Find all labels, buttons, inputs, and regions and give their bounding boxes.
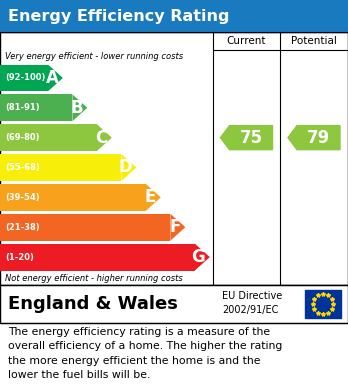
- Text: (81-91): (81-91): [5, 103, 40, 112]
- Bar: [305, 290, 341, 318]
- Bar: [0, 32, 348, 285]
- Text: (55-68): (55-68): [5, 163, 40, 172]
- Text: 75: 75: [239, 129, 262, 147]
- Text: EU Directive
2002/91/EC: EU Directive 2002/91/EC: [222, 291, 282, 315]
- Text: (21-38): (21-38): [5, 223, 40, 232]
- Bar: [0, 285, 348, 323]
- Bar: [0, 244, 195, 271]
- Text: The energy efficiency rating is a measure of the
overall efficiency of a home. T: The energy efficiency rating is a measur…: [8, 327, 282, 380]
- Text: D: D: [118, 158, 132, 176]
- Text: A: A: [46, 69, 58, 87]
- Text: G: G: [192, 248, 205, 266]
- Polygon shape: [195, 244, 210, 271]
- Polygon shape: [48, 65, 63, 91]
- Polygon shape: [97, 124, 112, 151]
- Text: (92-100): (92-100): [5, 74, 45, 83]
- Text: (1-20): (1-20): [5, 253, 34, 262]
- Text: B: B: [70, 99, 83, 117]
- Polygon shape: [146, 184, 161, 211]
- Bar: [0, 65, 48, 91]
- Bar: [0, 0, 348, 32]
- Bar: [0, 154, 121, 181]
- Text: England & Wales: England & Wales: [8, 295, 178, 313]
- Text: F: F: [169, 218, 181, 236]
- Polygon shape: [72, 94, 87, 121]
- Polygon shape: [171, 214, 185, 240]
- Text: (69-80): (69-80): [5, 133, 40, 142]
- Text: (39-54): (39-54): [5, 193, 40, 202]
- Bar: [0, 184, 146, 211]
- Text: E: E: [145, 188, 156, 206]
- Text: Not energy efficient - higher running costs: Not energy efficient - higher running co…: [5, 274, 183, 283]
- Text: C: C: [95, 129, 107, 147]
- Text: Potential: Potential: [291, 36, 337, 46]
- Polygon shape: [121, 154, 136, 181]
- Polygon shape: [221, 126, 272, 150]
- Text: Current: Current: [227, 36, 266, 46]
- Bar: [0, 214, 171, 240]
- Bar: [0, 124, 97, 151]
- Text: 79: 79: [307, 129, 330, 147]
- Polygon shape: [288, 126, 340, 150]
- Text: Energy Efficiency Rating: Energy Efficiency Rating: [8, 9, 229, 23]
- Bar: [0, 94, 72, 121]
- Text: Very energy efficient - lower running costs: Very energy efficient - lower running co…: [5, 52, 183, 61]
